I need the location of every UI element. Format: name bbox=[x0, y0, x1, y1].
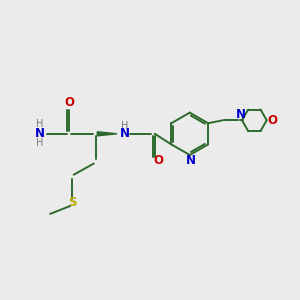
Text: N: N bbox=[236, 108, 246, 121]
Polygon shape bbox=[97, 132, 117, 136]
Text: N: N bbox=[35, 127, 45, 140]
Text: N: N bbox=[186, 154, 196, 167]
Text: H: H bbox=[121, 121, 129, 130]
Text: O: O bbox=[154, 154, 164, 167]
Text: O: O bbox=[268, 114, 278, 127]
Text: H: H bbox=[37, 119, 44, 129]
Text: S: S bbox=[68, 196, 76, 209]
Text: N: N bbox=[120, 127, 130, 140]
Text: H: H bbox=[37, 138, 44, 148]
Text: O: O bbox=[64, 96, 74, 110]
